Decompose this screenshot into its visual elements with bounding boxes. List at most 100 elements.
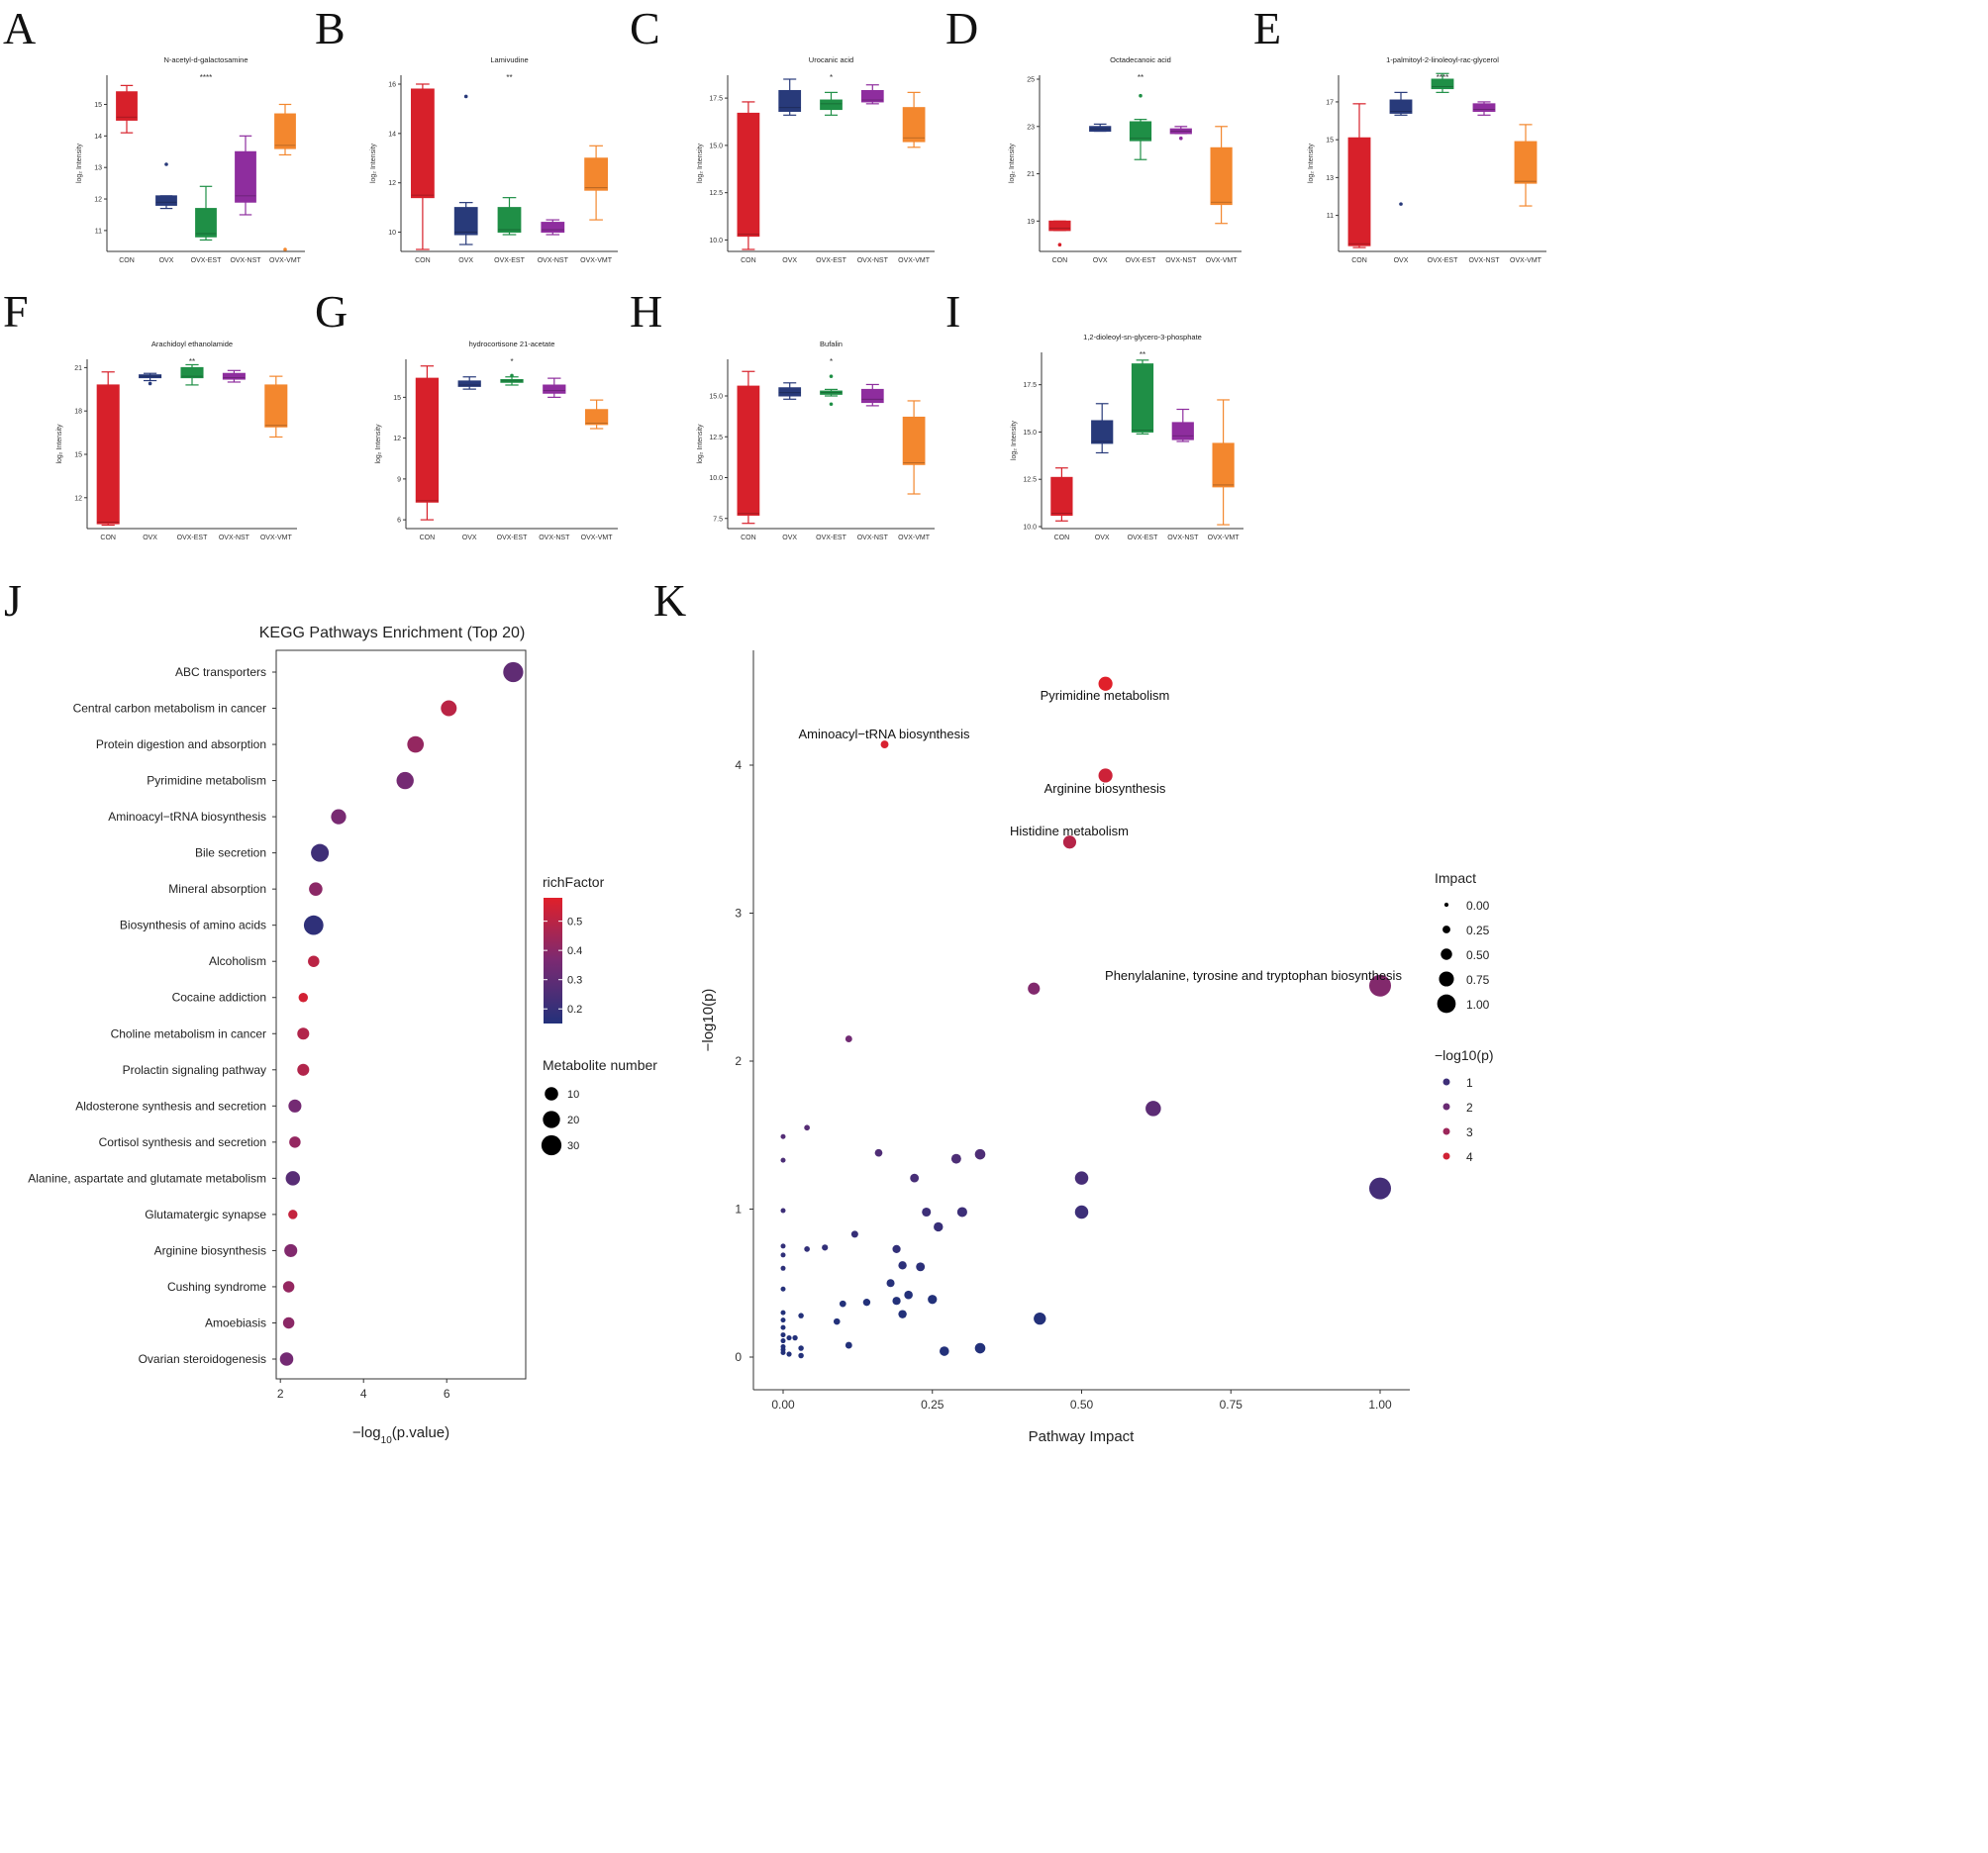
panel-letter: I (945, 286, 960, 337)
y-tick-label: 10.0 (709, 475, 723, 482)
box-ovx (1091, 403, 1114, 454)
box-ovx (453, 94, 478, 245)
pathway-label: Aldosterone synthesis and secretion (75, 1099, 266, 1113)
x-tick-label: OVX (782, 535, 797, 541)
box-iqr (96, 384, 120, 525)
pathway-label: Cortisol synthesis and secretion (99, 1135, 266, 1149)
y-tick-label: 21 (1027, 171, 1035, 178)
impact-point (974, 1148, 986, 1160)
y-tick-label: 6 (397, 518, 401, 525)
impact-point (1369, 974, 1391, 997)
impact-point (974, 1342, 986, 1354)
y-tick-label: 13 (1326, 175, 1334, 182)
y-tick-label: 10.0 (1023, 525, 1037, 532)
box-ovx-nst (860, 383, 884, 407)
box-ovx-vmt (274, 103, 296, 251)
y-tick-label: 13 (94, 165, 102, 172)
box-iqr (1514, 141, 1538, 184)
box-ovx-vmt (902, 400, 926, 495)
enrichment-point (441, 700, 457, 717)
box-ovx-nst (222, 369, 246, 383)
outlier-point (1057, 243, 1062, 247)
y-tick-label: 3 (735, 907, 742, 921)
color-legend-label: 2 (1466, 1101, 1473, 1115)
x-tick-label: OVX-VMT (269, 257, 302, 264)
y-tick-label: 12 (94, 197, 102, 204)
box-iqr (497, 207, 522, 234)
panel-letter: K (653, 575, 686, 626)
pathway-label: Bile secretion (195, 846, 266, 860)
enrichment-point (285, 1171, 301, 1186)
point-label: Arginine biosynthesis (1044, 781, 1166, 796)
box-iqr (778, 89, 802, 112)
impact-point (845, 1341, 852, 1349)
y-tick-label: 14 (94, 134, 102, 141)
box-iqr (155, 195, 177, 206)
box-iqr (1347, 137, 1371, 246)
impact-point (916, 1262, 926, 1272)
panel-a: A N-acetyl-d-galactosamine 11 12 13 14 15 log₂ … (3, 3, 305, 264)
panel-letter: A (3, 3, 36, 53)
y-tick-label: 12 (74, 495, 82, 502)
enrichment-point (284, 1243, 298, 1257)
impact-point (1062, 835, 1077, 849)
impact-point (780, 1324, 786, 1330)
impact-point (1369, 1177, 1391, 1200)
pathway-label: Arginine biosynthesis (154, 1243, 266, 1257)
impact-point (892, 1244, 901, 1253)
box-ovx (1089, 123, 1112, 133)
x-tick-label: OVX-VMT (581, 535, 614, 541)
y-tick-label: 0 (735, 1350, 742, 1364)
panel-letter: G (315, 286, 348, 337)
chart-title: 1-palmitoyl-2-linoleoyl-rac-glycerol (1386, 55, 1499, 64)
y-tick-label: 21 (74, 365, 82, 372)
colorbar-label: 0.2 (567, 1004, 582, 1016)
outlier-point (164, 162, 168, 166)
box-iqr (274, 113, 296, 149)
box-iqr (1129, 121, 1152, 142)
box-ovx-vmt (1210, 126, 1233, 225)
x-tick-label: CON (1052, 257, 1068, 264)
box-ovx-vmt (1514, 124, 1538, 207)
plot-frame (275, 649, 527, 1380)
impact-point (850, 1230, 858, 1238)
x-axis-label: Pathway Impact (1029, 1428, 1136, 1445)
pathway-label: Mineral absorption (168, 882, 266, 896)
y-tick-label: 15 (393, 395, 401, 402)
panel-letter: E (1253, 3, 1281, 53)
size-legend-label: 30 (567, 1140, 579, 1152)
x-tick-label: OVX (782, 257, 797, 264)
x-axis-label: −log10(p.value) (352, 1424, 449, 1446)
impact-point (898, 1261, 907, 1270)
y-tick-label: 12 (393, 436, 401, 442)
box-ovx-vmt (902, 91, 926, 148)
impact-point (780, 1338, 786, 1344)
x-tick-label: 0.50 (1070, 1398, 1094, 1412)
panel-k: K 0.00 0.25 0.50 0.75 1.00 0 1 2 3 4 Pathway Impact… (653, 575, 1494, 1445)
enrichment-point (396, 771, 414, 790)
enrichment-point (297, 1027, 310, 1040)
box-ovx-vmt (264, 375, 288, 439)
box-ovx-est (497, 197, 522, 236)
box-ovx (778, 78, 802, 116)
x-tick-label: OVX-VMT (1510, 257, 1542, 264)
box-iqr (1389, 99, 1413, 114)
impact-point (798, 1352, 804, 1359)
size-legend-dot (1441, 948, 1452, 960)
impact-point (839, 1300, 846, 1308)
impact-point (780, 1286, 786, 1292)
panel-c: C Urocanic acid 10.0 12.5 15.0 17.5 log₂ Inten… (630, 3, 935, 264)
x-tick-label: CON (741, 257, 756, 264)
impact-point (880, 740, 889, 749)
impact-point (862, 1298, 871, 1307)
legend-title-richfactor: richFactor (543, 874, 605, 890)
impact-point (1028, 982, 1041, 995)
box-iqr (1050, 476, 1073, 517)
x-tick-label: CON (100, 535, 116, 541)
impact-point (922, 1207, 932, 1218)
pathway-label: Ovarian steroidogenesis (139, 1352, 266, 1366)
impact-point (874, 1148, 883, 1157)
panel-i: I 1,2-dioleoyl-sn-glycero-3-phosphate 10.0… (945, 286, 1243, 541)
impact-point (886, 1279, 895, 1288)
y-tick-label: 15 (74, 451, 82, 458)
